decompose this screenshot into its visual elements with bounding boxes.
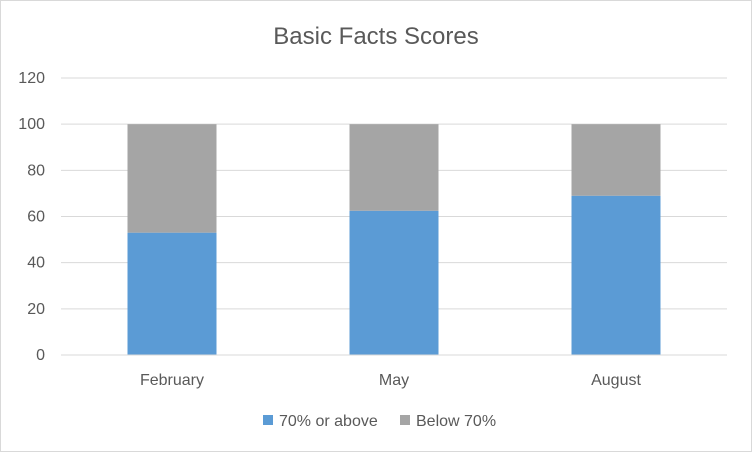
bar-august-series-1 [571,124,661,196]
x-axis-ticks: February May August [140,372,641,389]
y-tick-label: 0 [36,347,45,364]
bar-august-series-0 [571,195,661,355]
legend: 70% or above Below 70% [263,413,496,430]
x-tick-label: May [379,372,409,389]
bars [61,124,727,356]
y-axis-ticks: 0 20 40 60 80 100 120 [18,70,45,364]
bar-february-series-1 [127,124,217,233]
x-tick-label: February [140,372,204,389]
y-tick-label: 40 [27,255,45,272]
legend-label: Below 70% [416,413,496,430]
bar-may-series-1 [349,124,439,211]
y-tick-label: 20 [27,301,45,318]
y-tick-label: 60 [27,209,45,226]
y-tick-label: 100 [18,116,45,133]
bar-may-series-0 [349,210,439,355]
chart-title: Basic Facts Scores [273,23,478,50]
legend-swatch [400,415,410,425]
y-tick-label: 120 [18,70,45,87]
x-tick-label: August [591,372,641,389]
legend-swatch [263,415,273,425]
legend-label: 70% or above [279,413,378,430]
bar-february-series-0 [127,232,217,355]
y-tick-label: 80 [27,162,45,179]
